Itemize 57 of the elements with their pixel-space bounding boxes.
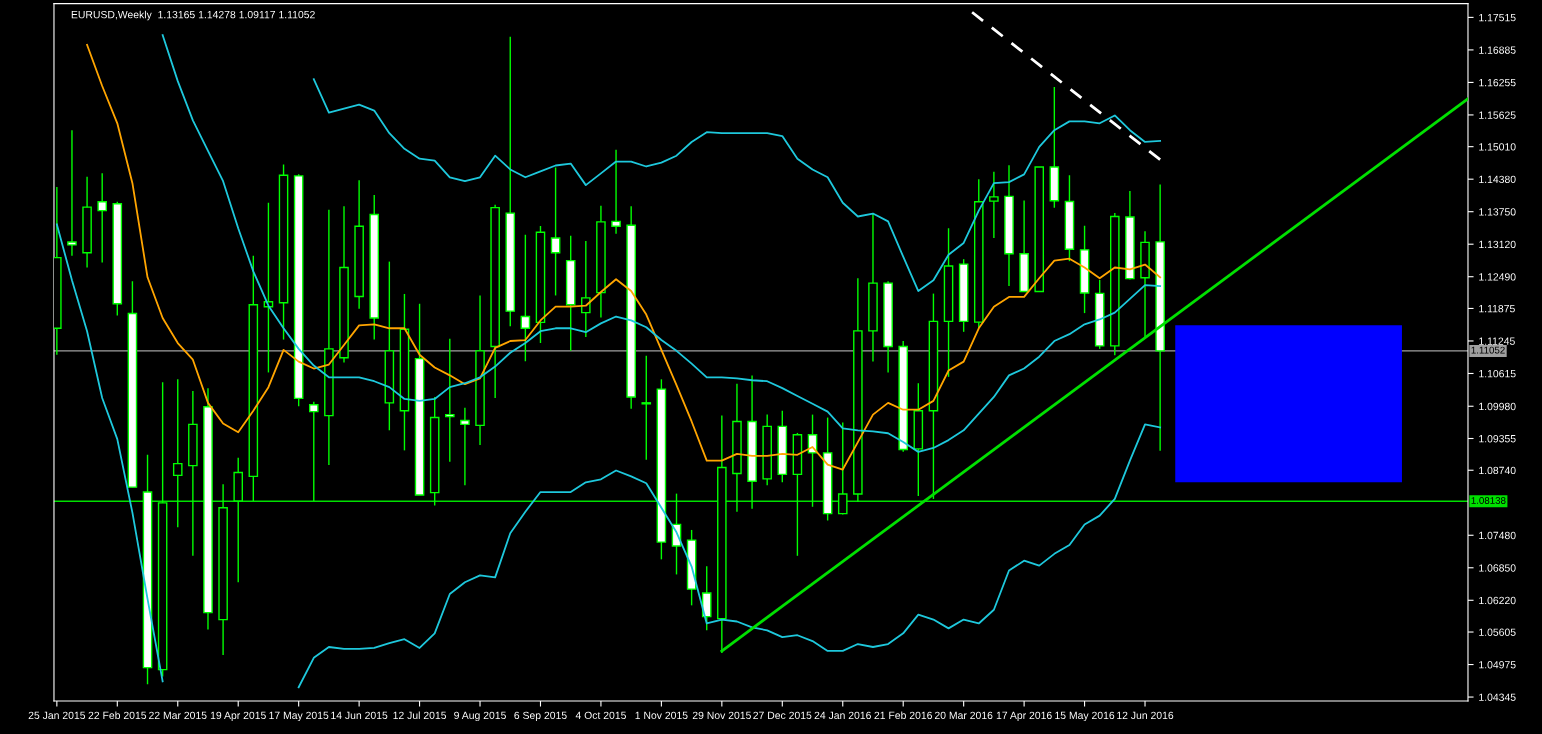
x-tick-label: 20 Mar 2016 xyxy=(934,711,993,720)
candlestick xyxy=(611,149,621,235)
candlestick xyxy=(550,166,561,297)
candlestick xyxy=(989,171,999,239)
x-tick-label: 19 Apr 2015 xyxy=(210,711,266,722)
candlestick xyxy=(97,172,107,264)
y-tick-label: 1.04975 xyxy=(1479,661,1516,669)
x-tick-label: 17 Apr 2016 xyxy=(996,711,1052,722)
x-tick-label: 6 Sep 2015 xyxy=(514,711,567,722)
candlestick xyxy=(308,401,319,502)
ref-line-label: 1.08138 xyxy=(1471,497,1506,504)
y-tick-label: 1.10615 xyxy=(1479,369,1516,378)
x-tick-label: 9 Aug 2015 xyxy=(454,711,506,722)
y-tick-label: 1.15625 xyxy=(1479,111,1516,119)
x-tick-label: 21 Feb 2016 xyxy=(874,711,932,720)
candlestick xyxy=(67,129,77,257)
y-tick-label: 1.17515 xyxy=(1479,14,1516,22)
candlestick xyxy=(445,338,455,463)
y-tick-label: 1.16885 xyxy=(1479,46,1516,54)
y-tick-label: 1.05605 xyxy=(1479,628,1516,636)
candlestick xyxy=(837,421,848,516)
y-tick-label: 1.07480 xyxy=(1479,531,1516,540)
x-tick-label: 4 Oct 2015 xyxy=(575,711,626,720)
candlestick xyxy=(581,240,591,338)
y-tick-label: 1.08740 xyxy=(1479,466,1516,475)
x-tick-label: 12 Jun 2016 xyxy=(1117,711,1174,720)
y-tick-label: 1.13120 xyxy=(1479,240,1516,249)
candlestick xyxy=(460,407,470,486)
candlestick xyxy=(520,234,531,362)
text: EURUSD,Weekly 1.13165 1.14278 1.09117 1.11052 xyxy=(71,10,315,21)
x-tick-label: 15 May 2016 xyxy=(1055,711,1115,722)
candlestick xyxy=(172,378,183,529)
x-tick-label: 22 Feb 2015 xyxy=(88,711,147,720)
y-tick-label: 1.14380 xyxy=(1479,175,1516,184)
x-tick-label: 1 Nov 2015 xyxy=(635,711,688,720)
y-tick-label: 1.15010 xyxy=(1479,143,1516,151)
y-tick-label: 1.12490 xyxy=(1479,273,1516,281)
y-tick-label: 1.04345 xyxy=(1479,693,1516,701)
y-tick-label: 1.11245 xyxy=(1479,337,1515,345)
candlestick xyxy=(641,355,652,461)
x-tick-label: 14 Jun 2015 xyxy=(331,711,388,720)
x-tick-label: 25 Jan 2015 xyxy=(28,711,86,720)
y-tick-label: 1.13750 xyxy=(1479,208,1516,216)
x-tick-label: 17 May 2015 xyxy=(269,711,329,722)
x-tick-label: 24 Jan 2016 xyxy=(814,711,871,720)
y-tick-label: 1.16255 xyxy=(1479,78,1516,87)
y-tick-label: 1.06850 xyxy=(1479,564,1516,572)
x-tick-label: 27 Dec 2015 xyxy=(753,711,812,720)
candlestick xyxy=(701,565,712,632)
ref-line-label: 1.11052 xyxy=(1471,346,1505,354)
x-tick-label: 29 Nov 2015 xyxy=(692,711,751,720)
y-tick-label: 1.09355 xyxy=(1479,435,1516,443)
x-tick-label: 22 Mar 2015 xyxy=(149,711,207,720)
y-tick-label: 1.06220 xyxy=(1479,596,1516,605)
x-tick-label: 12 Jul 2015 xyxy=(393,711,447,720)
y-tick-label: 1.11875 xyxy=(1479,304,1515,313)
y-tick-label: 1.09980 xyxy=(1479,402,1516,411)
